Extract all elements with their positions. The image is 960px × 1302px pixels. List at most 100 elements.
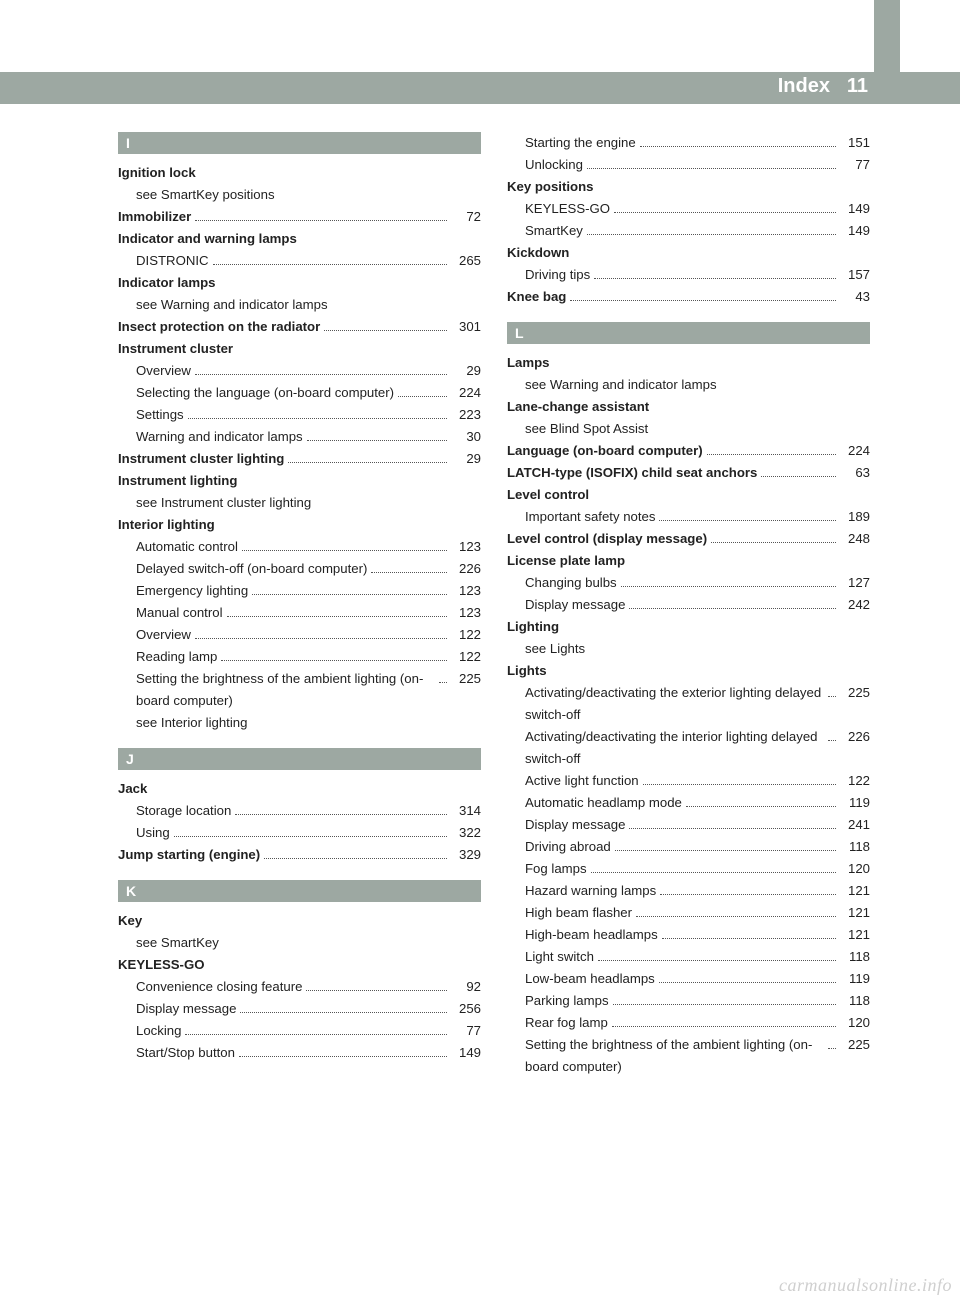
index-entry: Start/Stop button149 xyxy=(118,1042,481,1064)
index-heading: Lamps xyxy=(507,352,870,374)
index-entry-page: 123 xyxy=(451,536,481,558)
index-heading: KEYLESS-GO xyxy=(118,954,481,976)
index-heading: Level control xyxy=(507,484,870,506)
index-letter-bar: J xyxy=(118,748,481,770)
index-entry-label: Unlocking xyxy=(525,154,583,176)
leader-dots xyxy=(828,1048,836,1049)
leader-dots xyxy=(614,212,836,213)
index-entry: Warning and indicator lamps30 xyxy=(118,426,481,448)
index-heading: Key positions xyxy=(507,176,870,198)
leader-dots xyxy=(242,550,447,551)
index-entry-page: 322 xyxy=(451,822,481,844)
index-column-right: Starting the engine151Unlocking77Key pos… xyxy=(507,132,870,1232)
leader-dots xyxy=(828,696,836,697)
index-entry-label: Automatic headlamp mode xyxy=(525,792,682,814)
index-letter-bar: I xyxy=(118,132,481,154)
index-sub-entry: see Instrument cluster lighting xyxy=(118,492,481,514)
index-sub-entry: see Lights xyxy=(507,638,870,660)
index-entry-label: Display message xyxy=(525,594,625,616)
index-entry: Overview122 xyxy=(118,624,481,646)
index-entry-page: 120 xyxy=(840,1012,870,1034)
index-column-left: IIgnition locksee SmartKey positionsImmo… xyxy=(118,132,481,1232)
index-entry-page: 314 xyxy=(451,800,481,822)
index-entry: Unlocking77 xyxy=(507,154,870,176)
index-entry-label: Jump starting (engine) xyxy=(118,844,260,866)
index-heading: Instrument cluster xyxy=(118,338,481,360)
leader-dots xyxy=(629,828,836,829)
index-entry: Storage location314 xyxy=(118,800,481,822)
index-entry-page: 120 xyxy=(840,858,870,880)
index-entry: Rear fog lamp120 xyxy=(507,1012,870,1034)
index-entry-label: Changing bulbs xyxy=(525,572,617,594)
index-content: IIgnition locksee SmartKey positionsImmo… xyxy=(118,132,870,1232)
index-entry-page: 329 xyxy=(451,844,481,866)
index-entry-label: Low-beam headlamps xyxy=(525,968,655,990)
index-entry-label: Light switch xyxy=(525,946,594,968)
leader-dots xyxy=(711,542,836,543)
leader-dots xyxy=(195,638,447,639)
index-entry: Display message242 xyxy=(507,594,870,616)
index-entry-page: 189 xyxy=(840,506,870,528)
index-entry: Setting the brightness of the ambient li… xyxy=(507,1034,870,1078)
index-entry: Activating/deactivating the interior lig… xyxy=(507,726,870,770)
index-entry: Starting the engine151 xyxy=(507,132,870,154)
index-entry-label: Driving tips xyxy=(525,264,590,286)
index-entry: Level control (display message)248 xyxy=(507,528,870,550)
index-entry-label: Activating/deactivating the exterior lig… xyxy=(525,682,824,726)
index-entry: Immobilizer72 xyxy=(118,206,481,228)
index-entry-label: Parking lamps xyxy=(525,990,609,1012)
index-entry-label: High-beam headlamps xyxy=(525,924,658,946)
leader-dots xyxy=(591,872,836,873)
leader-dots xyxy=(686,806,836,807)
leader-dots xyxy=(221,660,447,661)
index-entry-label: Activating/deactivating the interior lig… xyxy=(525,726,824,770)
index-entry-page: 265 xyxy=(451,250,481,272)
leader-dots xyxy=(621,586,836,587)
index-entry-label: Overview xyxy=(136,624,191,646)
index-entry-label: Setting the brightness of the ambient li… xyxy=(136,668,435,712)
index-entry-label: KEYLESS-GO xyxy=(525,198,610,220)
leader-dots xyxy=(613,1004,836,1005)
index-entry-page: 29 xyxy=(451,448,481,470)
index-sub-entry: see Warning and indicator lamps xyxy=(118,294,481,316)
index-entry: Changing bulbs127 xyxy=(507,572,870,594)
index-entry: Setting the brightness of the ambient li… xyxy=(118,668,481,712)
index-entry-label: Active light function xyxy=(525,770,639,792)
index-entry-page: 119 xyxy=(840,968,870,990)
index-entry-label: Delayed switch-off (on-board computer) xyxy=(136,558,367,580)
index-entry-label: Display message xyxy=(525,814,625,836)
index-entry-label: see Warning and indicator lamps xyxy=(136,294,328,316)
leader-dots xyxy=(264,858,447,859)
index-entry-label: Driving abroad xyxy=(525,836,611,858)
index-heading: Indicator lamps xyxy=(118,272,481,294)
index-heading: Ignition lock xyxy=(118,162,481,184)
index-entry-page: 118 xyxy=(840,990,870,1012)
leader-dots xyxy=(288,462,447,463)
index-entry: Hazard warning lamps121 xyxy=(507,880,870,902)
index-entry-label: Fog lamps xyxy=(525,858,587,880)
index-entry-label: Selecting the language (on-board compute… xyxy=(136,382,394,404)
index-entry-label: Instrument cluster lighting xyxy=(118,448,284,470)
leader-dots xyxy=(594,278,836,279)
leader-dots xyxy=(636,916,836,917)
index-entry: Selecting the language (on-board compute… xyxy=(118,382,481,404)
index-entry-label: Using xyxy=(136,822,170,844)
index-entry: Light switch118 xyxy=(507,946,870,968)
index-entry-page: 118 xyxy=(840,836,870,858)
index-entry: Activating/deactivating the exterior lig… xyxy=(507,682,870,726)
index-entry-label: LATCH-type (ISOFIX) child seat anchors xyxy=(507,462,757,484)
index-entry: Insect protection on the radiator301 xyxy=(118,316,481,338)
index-entry-page: 122 xyxy=(840,770,870,792)
leader-dots xyxy=(612,1026,836,1027)
index-entry-page: 121 xyxy=(840,902,870,924)
index-entry-label: Manual control xyxy=(136,602,223,624)
index-entry-label: Insect protection on the radiator xyxy=(118,316,320,338)
index-entry: Emergency lighting123 xyxy=(118,580,481,602)
index-entry-label: see SmartKey xyxy=(136,932,219,954)
index-entry: Locking77 xyxy=(118,1020,481,1042)
index-entry-label: Language (on-board computer) xyxy=(507,440,703,462)
index-sub-entry: see Interior lighting xyxy=(118,712,481,734)
index-heading: Lights xyxy=(507,660,870,682)
index-entry-page: 149 xyxy=(840,198,870,220)
index-entry-label: Warning and indicator lamps xyxy=(136,426,303,448)
